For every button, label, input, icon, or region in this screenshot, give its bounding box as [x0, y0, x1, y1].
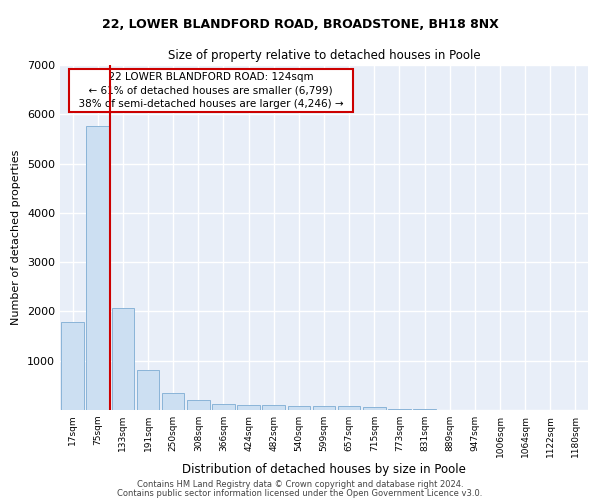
Text: Contains HM Land Registry data © Crown copyright and database right 2024.: Contains HM Land Registry data © Crown c… [137, 480, 463, 489]
Bar [363, 406, 386, 410]
Bar [237, 405, 260, 410]
Bar [287, 406, 310, 410]
Text: 22 LOWER BLANDFORD ROAD: 124sqm  
  ← 61% of detached houses are smaller (6,799): 22 LOWER BLANDFORD ROAD: 124sqm ← 61% of… [72, 72, 350, 109]
Bar [137, 370, 160, 410]
Bar [112, 308, 134, 410]
Text: Contains public sector information licensed under the Open Government Licence v3: Contains public sector information licen… [118, 489, 482, 498]
Title: Size of property relative to detached houses in Poole: Size of property relative to detached ho… [167, 50, 481, 62]
Bar [338, 406, 361, 410]
Bar [262, 406, 285, 410]
X-axis label: Distribution of detached houses by size in Poole: Distribution of detached houses by size … [182, 462, 466, 475]
Y-axis label: Number of detached properties: Number of detached properties [11, 150, 22, 325]
Bar [61, 322, 84, 410]
Bar [86, 126, 109, 410]
Bar [313, 406, 335, 410]
Bar [212, 404, 235, 410]
Text: 22, LOWER BLANDFORD ROAD, BROADSTONE, BH18 8NX: 22, LOWER BLANDFORD ROAD, BROADSTONE, BH… [101, 18, 499, 30]
Bar [162, 393, 184, 410]
Bar [187, 400, 209, 410]
